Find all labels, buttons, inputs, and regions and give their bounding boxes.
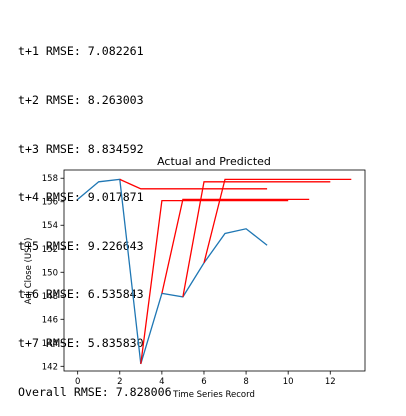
y-tick-label: 142: [42, 362, 58, 372]
x-tick-label: 0: [75, 377, 80, 387]
predicted-series-line-5: [203, 178, 352, 264]
rmse-line-t5: t+5 RMSE: 9.226643: [18, 238, 144, 253]
y-tick-label: 146: [42, 315, 58, 325]
rmse-line-t4: t+4 RMSE: 9.017871: [18, 190, 144, 205]
predicted-series-line-1: [119, 178, 268, 190]
x-tick-label: 4: [159, 377, 164, 387]
chart-title: Actual and Predicted: [157, 155, 271, 168]
x-axis-label: Time Series Record: [172, 390, 255, 400]
x-tick-label: 10: [283, 377, 294, 387]
x-tick-label: 6: [201, 377, 206, 387]
y-tick-label: 144: [42, 339, 58, 349]
x-tick-label: 2: [117, 377, 122, 387]
predicted-series-line-2: [140, 199, 289, 364]
rmse-line-t6: t+6 RMSE: 6.535843: [18, 287, 144, 302]
y-tick-label: 156: [42, 198, 58, 208]
predicted-series-line-4: [182, 181, 331, 298]
y-tick-label: 150: [42, 268, 58, 278]
rmse-line-t3: t+3 RMSE: 8.834592: [18, 141, 144, 156]
plot-frame: [63, 169, 366, 372]
overall-rmse-line: Overall RMSE: 7.828006: [18, 384, 172, 399]
rmse-line-t2: t+2 RMSE: 8.263003: [18, 93, 144, 108]
rmse-line-t1: t+1 RMSE: 7.082261: [18, 44, 144, 59]
actual-series-line: [77, 178, 268, 365]
y-tick-label: 154: [42, 221, 58, 231]
rmse-line-t7: t+7 RMSE: 5.835830: [18, 336, 144, 351]
x-tick-label: 12: [325, 377, 336, 387]
cell-output: t+1 RMSE: 7.082261 t+2 RMSE: 8.263003 t+…: [18, 11, 172, 416]
predicted-series-line-3: [161, 198, 310, 294]
y-tick-label: 148: [42, 292, 58, 302]
x-tick-label: 8: [243, 377, 248, 387]
y-axis-label: Adj Close (USD): [24, 238, 34, 305]
chart: Actual and Predicted Adj Close (USD) Tim…: [24, 155, 366, 400]
y-tick-label: 158: [42, 174, 58, 184]
y-tick-label: 152: [42, 245, 58, 255]
